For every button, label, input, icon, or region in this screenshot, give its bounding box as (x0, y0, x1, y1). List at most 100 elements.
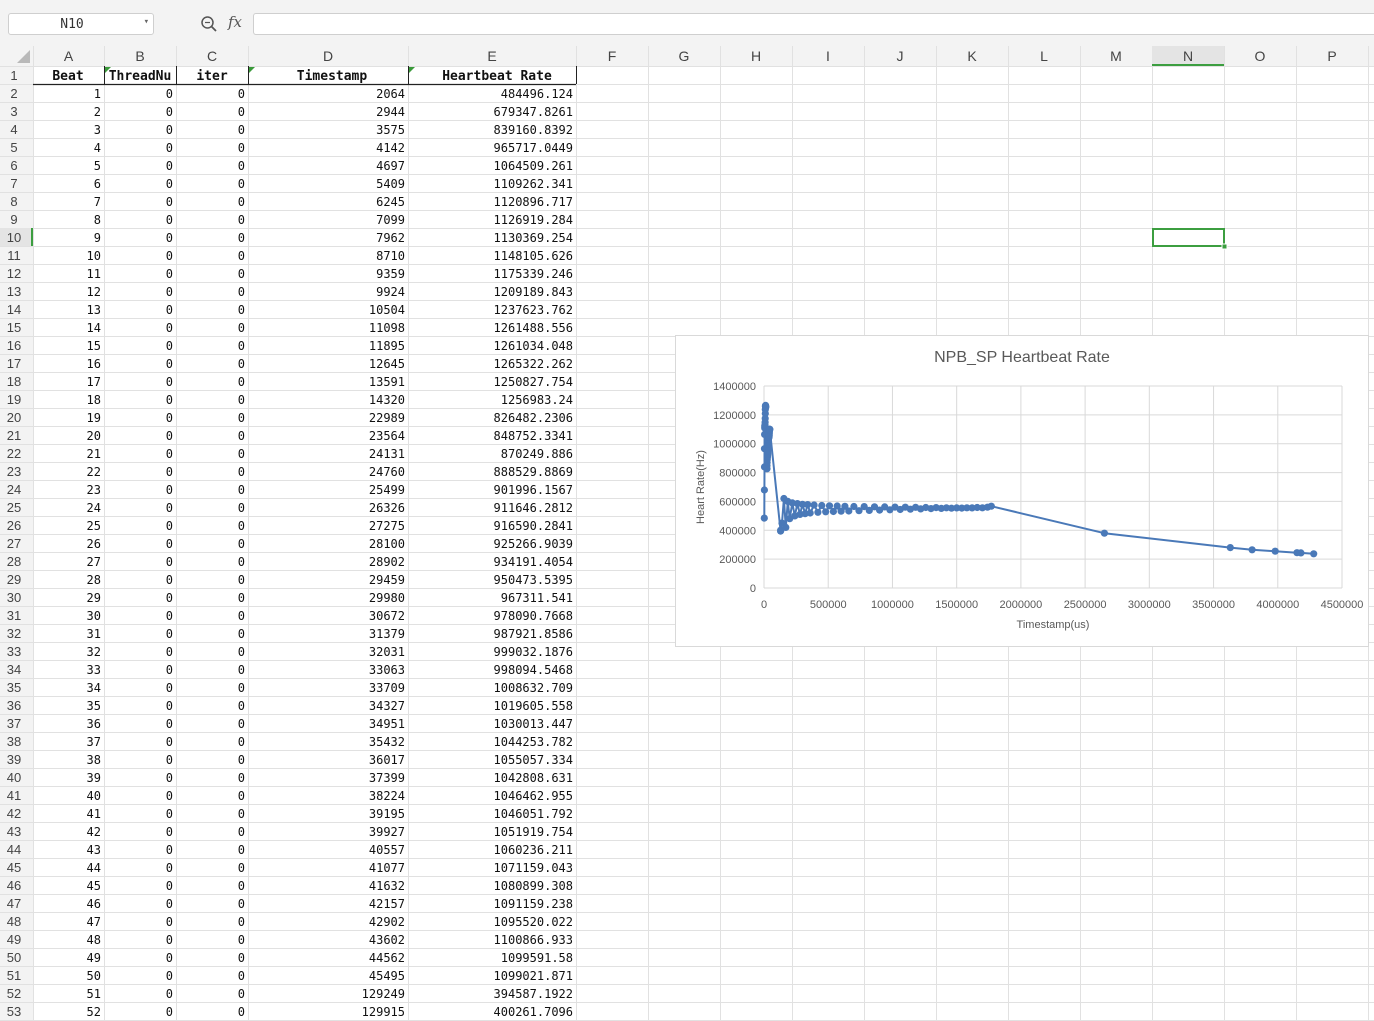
cell[interactable]: 0 (238, 519, 245, 533)
cell[interactable]: 27275 (369, 519, 405, 533)
cell[interactable]: 0 (238, 483, 245, 497)
cell[interactable]: 0 (166, 861, 173, 875)
cell[interactable]: 0 (166, 159, 173, 173)
cell[interactable]: 23564 (369, 429, 405, 443)
cell[interactable]: 1042808.631 (494, 771, 573, 785)
row-header-32[interactable]: 32 (7, 626, 21, 641)
cell[interactable]: 6 (94, 177, 101, 191)
row-header-48[interactable]: 48 (7, 914, 21, 929)
cell[interactable]: 1091159.238 (494, 897, 573, 911)
cell[interactable]: 12 (87, 285, 101, 299)
cell[interactable]: 35432 (369, 735, 405, 749)
cell[interactable]: 0 (166, 717, 173, 731)
cell[interactable]: 6245 (376, 195, 405, 209)
cell[interactable]: 18 (87, 393, 101, 407)
cell[interactable]: 0 (166, 843, 173, 857)
row-header-4[interactable]: 4 (10, 122, 17, 137)
cell[interactable]: 1130369.254 (494, 231, 573, 245)
cell[interactable]: 9359 (376, 267, 405, 281)
cell[interactable]: 13 (87, 303, 101, 317)
cell[interactable]: 34 (87, 681, 101, 695)
cell[interactable]: 44562 (369, 951, 405, 965)
cell[interactable]: 1175339.246 (494, 267, 573, 281)
row-header-35[interactable]: 35 (7, 680, 21, 695)
cell[interactable]: 10504 (369, 303, 405, 317)
cell[interactable]: 400261.7096 (494, 1005, 573, 1019)
row-header-23[interactable]: 23 (7, 464, 21, 479)
cell[interactable]: 0 (166, 915, 173, 929)
cell[interactable]: 0 (238, 321, 245, 335)
cell[interactable]: 0 (238, 627, 245, 641)
name-box[interactable]: N10 ▾ (8, 13, 154, 35)
cell[interactable]: 0 (238, 429, 245, 443)
cell[interactable]: 45 (87, 879, 101, 893)
cell[interactable]: 5409 (376, 177, 405, 191)
cell[interactable]: 33709 (369, 681, 405, 695)
cell[interactable]: 9 (94, 231, 101, 245)
cell[interactable]: 1109262.341 (494, 177, 573, 191)
cell[interactable]: 26 (87, 537, 101, 551)
cell[interactable]: 0 (238, 825, 245, 839)
cell[interactable]: 1099591.58 (501, 951, 573, 965)
cell[interactable]: 129915 (362, 1005, 405, 1019)
cell[interactable]: 0 (238, 735, 245, 749)
cell[interactable]: 41 (87, 807, 101, 821)
row-header-6[interactable]: 6 (10, 158, 17, 173)
row-header-14[interactable]: 14 (7, 302, 21, 317)
row-header-9[interactable]: 9 (10, 212, 17, 227)
cell[interactable]: 967311.541 (501, 591, 573, 605)
row-header-25[interactable]: 25 (7, 500, 21, 515)
cell[interactable]: 0 (166, 285, 173, 299)
cell[interactable]: 1120896.717 (494, 195, 573, 209)
cell[interactable]: 39 (87, 771, 101, 785)
cell[interactable]: 0 (166, 663, 173, 677)
cell[interactable]: 33 (87, 663, 101, 677)
column-header-l[interactable]: L (1040, 48, 1048, 64)
cell[interactable]: 42157 (369, 897, 405, 911)
cell[interactable]: 0 (238, 195, 245, 209)
cell[interactable]: 484496.124 (501, 87, 573, 101)
cell[interactable]: 24760 (369, 465, 405, 479)
cell[interactable]: 0 (166, 249, 173, 263)
row-header-34[interactable]: 34 (7, 662, 21, 677)
cell[interactable]: 1209189.843 (494, 285, 573, 299)
column-header-c[interactable]: C (207, 48, 217, 64)
cell[interactable]: 1064509.261 (494, 159, 573, 173)
cell[interactable]: 2944 (376, 105, 405, 119)
cell[interactable]: 0 (166, 123, 173, 137)
row-header-20[interactable]: 20 (7, 410, 21, 425)
cell[interactable]: 1237623.762 (494, 303, 573, 317)
cell[interactable]: 8 (94, 213, 101, 227)
cell[interactable]: 0 (238, 771, 245, 785)
cell[interactable]: 0 (238, 141, 245, 155)
cell[interactable]: 0 (166, 195, 173, 209)
cell[interactable]: 15 (87, 339, 101, 353)
cell[interactable]: 0 (166, 213, 173, 227)
cell[interactable]: 0 (238, 285, 245, 299)
cell[interactable]: 7962 (376, 231, 405, 245)
column-header-k[interactable]: K (967, 48, 977, 64)
cell[interactable]: 1030013.447 (494, 717, 573, 731)
row-header-21[interactable]: 21 (7, 428, 21, 443)
cell[interactable]: 48 (87, 933, 101, 947)
cell[interactable]: 0 (238, 861, 245, 875)
cell[interactable]: 31 (87, 627, 101, 641)
cell[interactable]: 7099 (376, 213, 405, 227)
cell[interactable]: 129249 (362, 987, 405, 1001)
cell[interactable]: 49 (87, 951, 101, 965)
row-header-52[interactable]: 52 (7, 986, 21, 1001)
cell[interactable]: 0 (166, 555, 173, 569)
cell[interactable]: 32031 (369, 645, 405, 659)
row-header-13[interactable]: 13 (7, 284, 21, 299)
row-header-38[interactable]: 38 (7, 734, 21, 749)
cell[interactable]: 0 (166, 771, 173, 785)
zoom-icon[interactable] (200, 15, 218, 33)
cell[interactable]: 19 (87, 411, 101, 425)
cell[interactable]: 39927 (369, 825, 405, 839)
cell[interactable]: 0 (238, 357, 245, 371)
row-header-27[interactable]: 27 (7, 536, 21, 551)
cell[interactable]: 0 (166, 987, 173, 1001)
cell[interactable]: 0 (238, 843, 245, 857)
cell[interactable]: 29980 (369, 591, 405, 605)
row-header-28[interactable]: 28 (7, 554, 21, 569)
